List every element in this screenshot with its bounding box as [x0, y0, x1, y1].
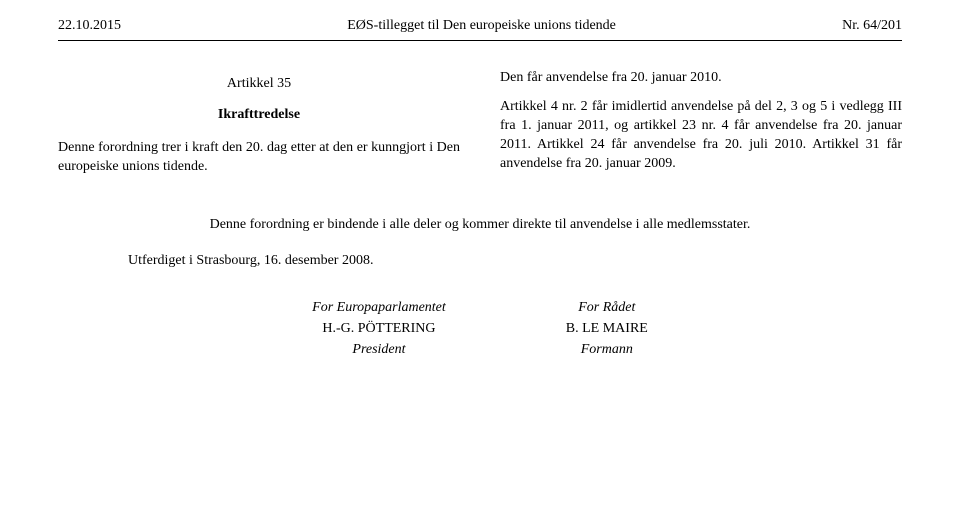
- left-column: Artikkel 35 Ikrafttredelse Denne forordn…: [58, 69, 460, 187]
- article-number: Artikkel 35: [58, 75, 460, 94]
- right-paragraph-2: Artikkel 4 nr. 2 får imidlertid anvendel…: [500, 98, 902, 174]
- place-date: Utferdiget i Strasbourg, 16. desember 20…: [58, 253, 902, 269]
- signature-right: For Rådet B. LE MAIRE Formann: [566, 297, 648, 360]
- header-date: 22.10.2015: [58, 18, 121, 34]
- page-header: 22.10.2015 EØS-tillegget til Den europei…: [58, 18, 902, 34]
- header-rule: [58, 40, 902, 41]
- header-title: EØS-tillegget til Den europeiske unions …: [121, 18, 842, 34]
- sign-right-for: For Rådet: [566, 297, 648, 318]
- left-paragraph: Denne forordning trer i kraft den 20. da…: [58, 139, 460, 177]
- binding-statement: Denne forordning er bindende i alle dele…: [58, 217, 902, 233]
- sign-right-role: Formann: [566, 339, 648, 360]
- sign-left-name: H.-G. PÖTTERING: [312, 318, 446, 339]
- right-column: Den får anvendelse fra 20. januar 2010. …: [500, 69, 902, 187]
- signature-left: For Europaparlamentet H.-G. PÖTTERING Pr…: [312, 297, 446, 360]
- article-subtitle: Ikrafttredelse: [58, 106, 460, 125]
- signature-row: For Europaparlamentet H.-G. PÖTTERING Pr…: [58, 297, 902, 360]
- body-columns: Artikkel 35 Ikrafttredelse Denne forordn…: [58, 69, 902, 187]
- sign-right-name: B. LE MAIRE: [566, 318, 648, 339]
- header-pageref: Nr. 64/201: [842, 18, 902, 34]
- right-paragraph-1: Den får anvendelse fra 20. januar 2010.: [500, 69, 902, 88]
- sign-left-for: For Europaparlamentet: [312, 297, 446, 318]
- sign-left-role: President: [312, 339, 446, 360]
